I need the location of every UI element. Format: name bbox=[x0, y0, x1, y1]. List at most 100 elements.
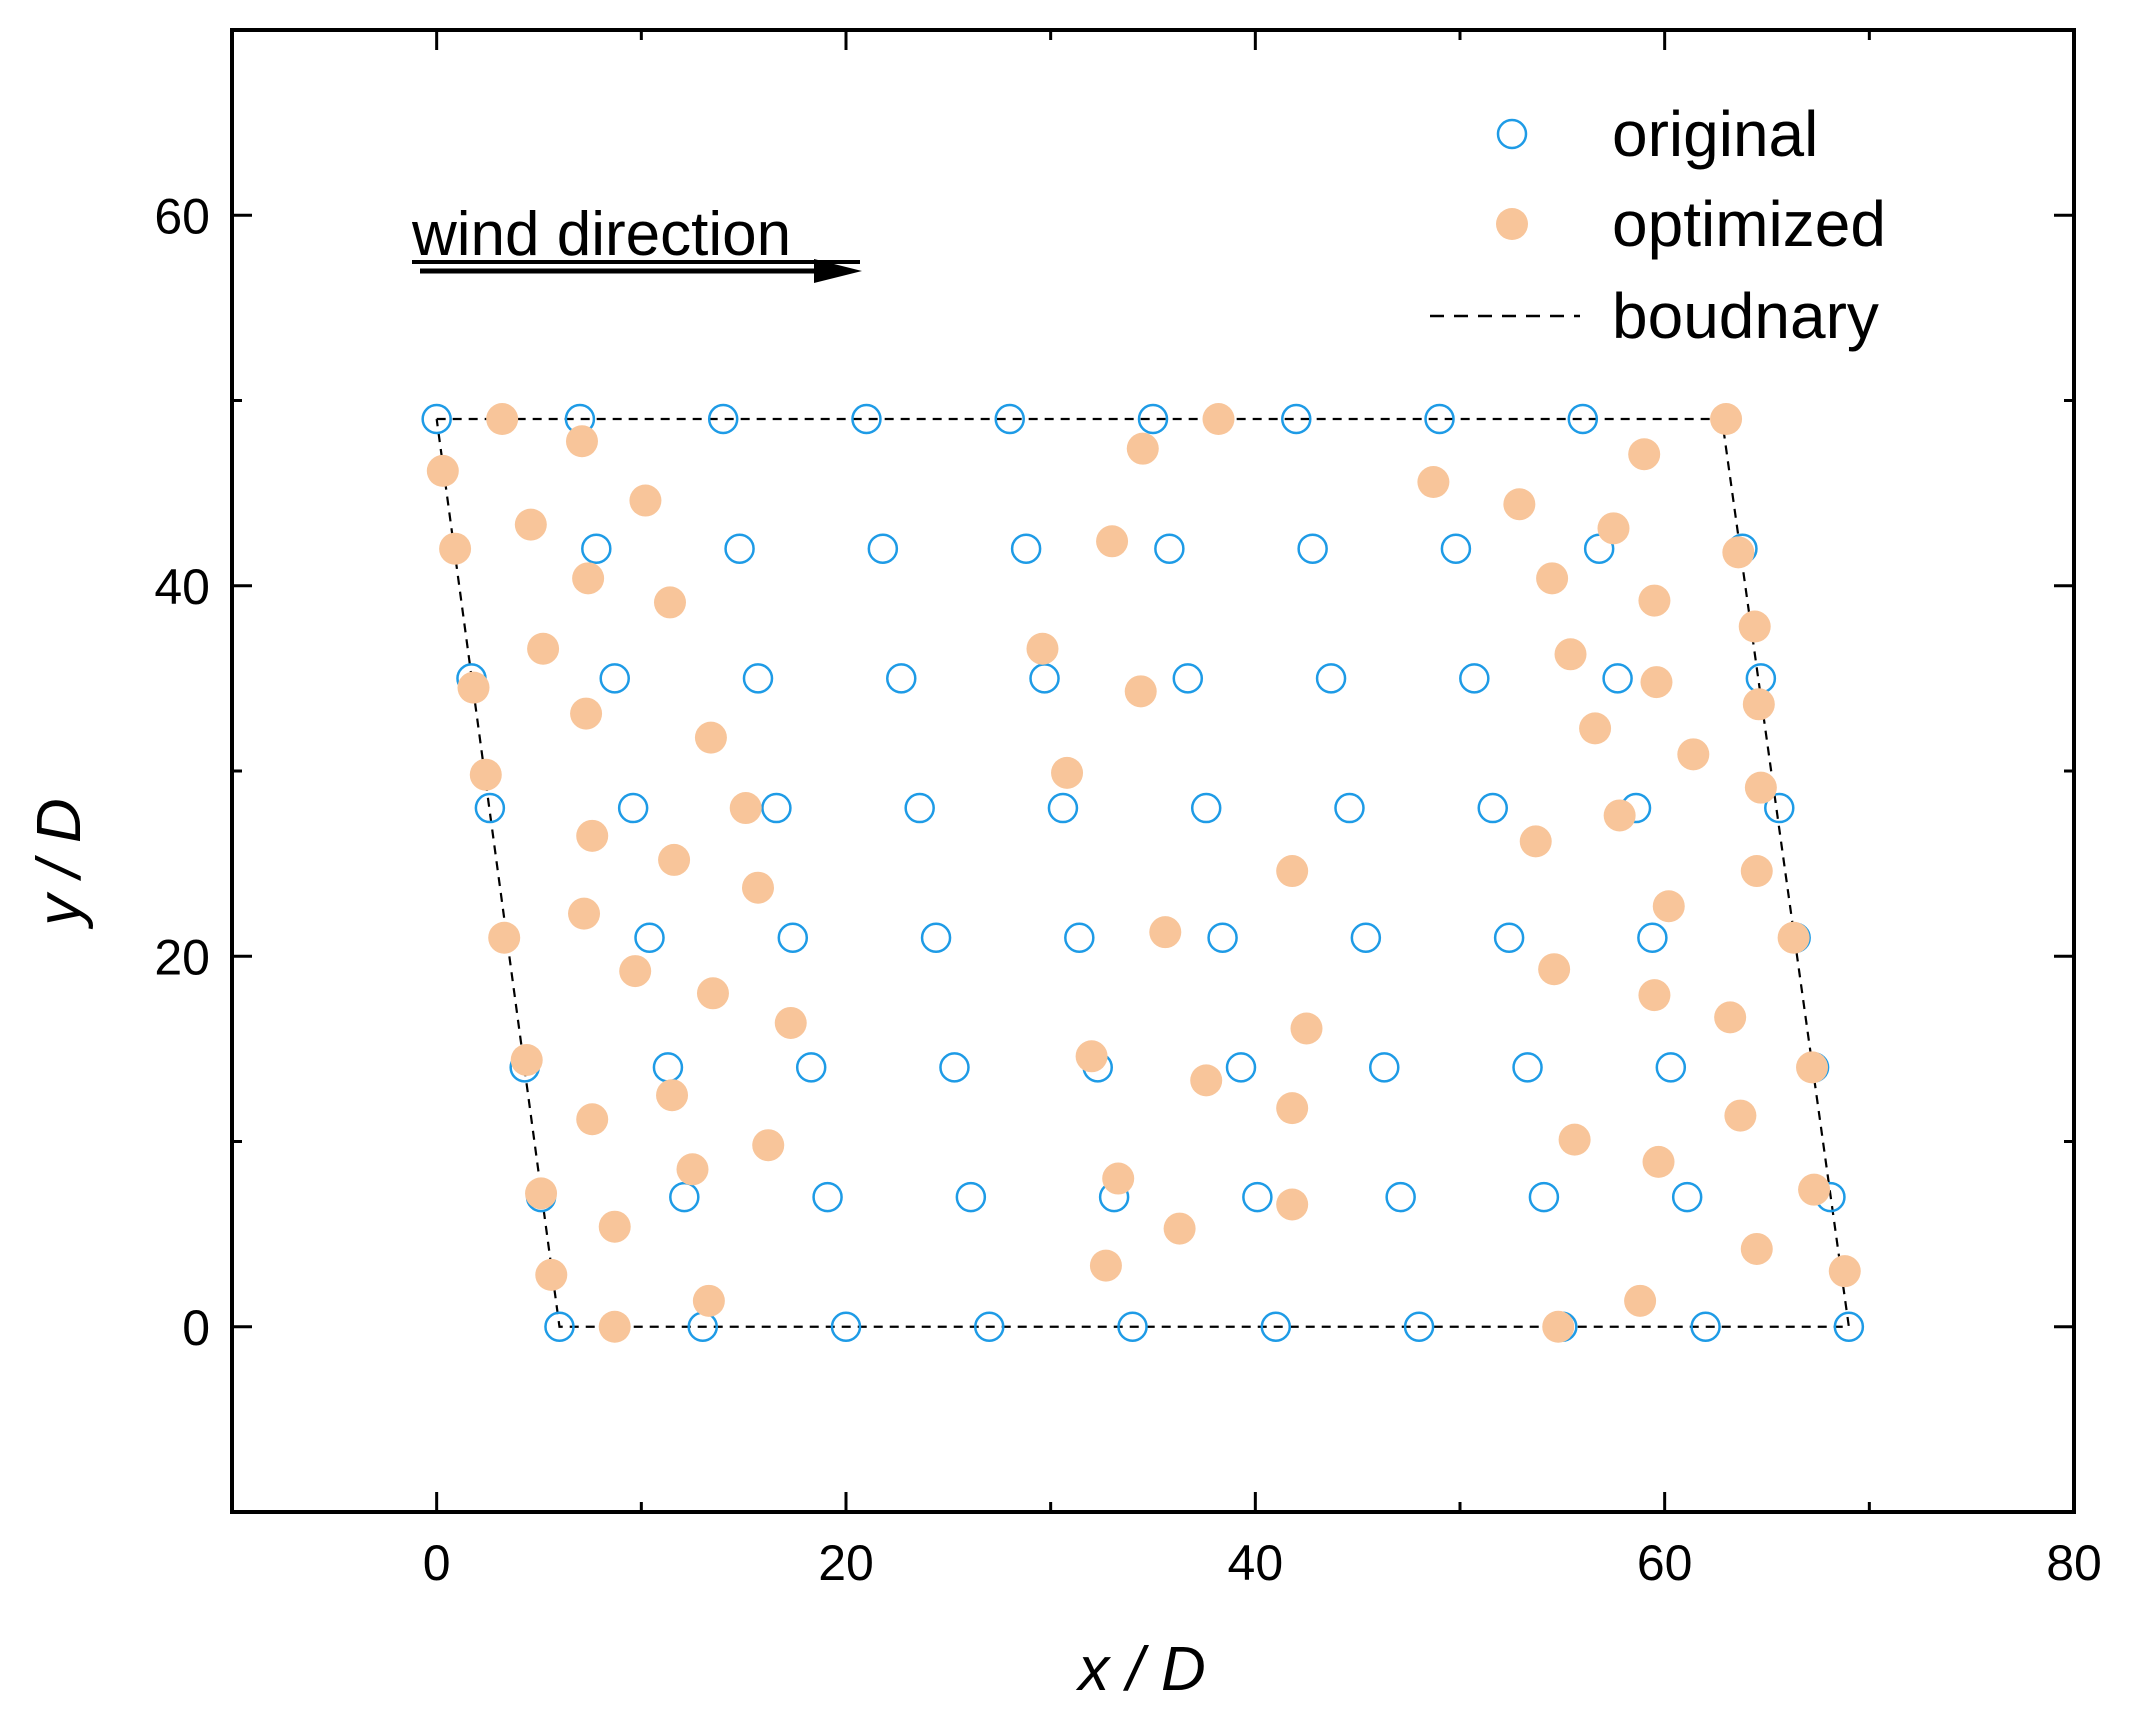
original-point-54 bbox=[1512, 1052, 1543, 1083]
optimized-point-64 bbox=[525, 1177, 558, 1210]
optimized-point-36 bbox=[1051, 756, 1084, 789]
original-point-14 bbox=[1297, 533, 1328, 564]
original-point-0 bbox=[421, 403, 452, 435]
optimized-point-10 bbox=[439, 532, 472, 565]
original-point-38 bbox=[634, 922, 665, 953]
optimized-point-73 bbox=[535, 1258, 568, 1291]
optimized-point-59 bbox=[1190, 1064, 1223, 1097]
optimized-point-58 bbox=[1075, 1040, 1108, 1073]
optimized-point-27 bbox=[1738, 610, 1771, 643]
original-point-41 bbox=[1064, 922, 1095, 953]
x-tick-label-20: 20 bbox=[818, 1535, 874, 1591]
optimized-point-13 bbox=[653, 586, 686, 619]
y-tick-label-0: 0 bbox=[182, 1300, 210, 1356]
optimized-point-74 bbox=[598, 1310, 631, 1343]
original-point-65 bbox=[1671, 1181, 1703, 1213]
optimized-point-54 bbox=[510, 1043, 543, 1076]
optimized-point-71 bbox=[1798, 1173, 1831, 1206]
optimized-point-28 bbox=[1742, 688, 1775, 721]
x-tick-label-80: 80 bbox=[2046, 1535, 2102, 1591]
optimized-point-16 bbox=[1597, 512, 1630, 545]
optimized-point-52 bbox=[1714, 1001, 1747, 1034]
original-point-2 bbox=[707, 403, 739, 435]
original-point-55 bbox=[1655, 1052, 1687, 1083]
optimized-point-57 bbox=[752, 1129, 785, 1162]
optimized-point-70 bbox=[1642, 1145, 1675, 1178]
series-layer bbox=[421, 403, 1865, 1343]
original-point-45 bbox=[1637, 922, 1668, 953]
optimized-point-2 bbox=[1202, 403, 1235, 436]
original-point-72 bbox=[1260, 1311, 1292, 1342]
optimized-point-76 bbox=[1089, 1249, 1122, 1282]
optimized-point-66 bbox=[676, 1153, 709, 1186]
optimized-point-62 bbox=[1724, 1099, 1757, 1132]
optimized-point-40 bbox=[1744, 771, 1777, 804]
optimized-point-63 bbox=[1796, 1051, 1829, 1084]
optimized-point-7 bbox=[1417, 466, 1450, 499]
original-point-19 bbox=[599, 663, 630, 694]
original-point-24 bbox=[1315, 663, 1347, 694]
optimized-point-0 bbox=[486, 403, 519, 436]
optimized-point-11 bbox=[514, 508, 547, 541]
optimized-point-4 bbox=[426, 454, 459, 487]
optimized-point-48 bbox=[1149, 916, 1182, 949]
original-point-63 bbox=[1385, 1181, 1416, 1213]
optimized-point-42 bbox=[1740, 855, 1773, 888]
original-point-32 bbox=[1047, 792, 1079, 824]
original-point-12 bbox=[1010, 533, 1042, 564]
optimized-point-17 bbox=[1638, 584, 1671, 617]
optimized-point-77 bbox=[1542, 1310, 1575, 1343]
original-point-71 bbox=[1117, 1311, 1148, 1342]
original-point-7 bbox=[1424, 403, 1455, 435]
optimized-point-41 bbox=[1652, 890, 1685, 923]
optimized-point-20 bbox=[570, 697, 603, 730]
original-point-22 bbox=[1029, 663, 1060, 694]
optimized-point-44 bbox=[568, 897, 601, 930]
original-point-35 bbox=[1477, 792, 1508, 824]
optimized-point-21 bbox=[694, 721, 727, 754]
optimized-point-34 bbox=[729, 792, 762, 825]
x-tick-label-0: 0 bbox=[423, 1535, 451, 1591]
legend-original-marker bbox=[1496, 118, 1528, 150]
optimized-point-68 bbox=[1163, 1212, 1196, 1245]
optimized-point-35 bbox=[741, 871, 774, 904]
optimized-point-32 bbox=[576, 819, 609, 852]
original-point-15 bbox=[1440, 533, 1472, 564]
original-point-25 bbox=[1459, 663, 1490, 694]
original-point-23 bbox=[1172, 663, 1204, 694]
original-point-58 bbox=[669, 1181, 700, 1213]
boundary-line bbox=[435, 417, 1851, 1328]
original-point-26 bbox=[1602, 663, 1633, 694]
original-point-60 bbox=[955, 1181, 987, 1213]
optimized-point-15 bbox=[1536, 562, 1569, 595]
original-point-42 bbox=[1207, 922, 1238, 953]
optimized-point-24 bbox=[1554, 638, 1587, 671]
wind-direction-label: wind direction bbox=[411, 200, 791, 269]
optimized-point-26 bbox=[1640, 666, 1673, 699]
original-point-53 bbox=[1369, 1052, 1400, 1083]
optimized-point-37 bbox=[1276, 855, 1309, 888]
original-point-73 bbox=[1403, 1311, 1435, 1342]
optimized-point-43 bbox=[488, 921, 521, 954]
optimized-point-14 bbox=[1096, 525, 1129, 558]
optimized-point-22 bbox=[1026, 632, 1059, 665]
original-point-9 bbox=[581, 533, 612, 564]
original-point-4 bbox=[994, 403, 1025, 435]
y-tick-label-40: 40 bbox=[154, 559, 210, 615]
legend-boundary-label: boudnary bbox=[1612, 280, 1879, 352]
optimized-point-6 bbox=[1126, 432, 1159, 465]
optimized-point-46 bbox=[696, 977, 729, 1010]
optimized-point-75 bbox=[692, 1284, 725, 1317]
original-point-31 bbox=[904, 792, 935, 824]
original-point-59 bbox=[812, 1181, 843, 1213]
original-point-5 bbox=[1137, 403, 1169, 435]
optimized-point-56 bbox=[656, 1079, 689, 1112]
optimized-point-38 bbox=[1519, 825, 1552, 858]
original-point-76 bbox=[1833, 1311, 1865, 1342]
wind-annotation: wind direction bbox=[411, 200, 862, 283]
optimized-point-69 bbox=[1276, 1188, 1309, 1221]
original-point-37 bbox=[1764, 792, 1795, 824]
wind-direction-arrowhead bbox=[814, 259, 862, 283]
optimized-point-55 bbox=[576, 1103, 609, 1136]
x-tick-label-60: 60 bbox=[1637, 1535, 1693, 1591]
